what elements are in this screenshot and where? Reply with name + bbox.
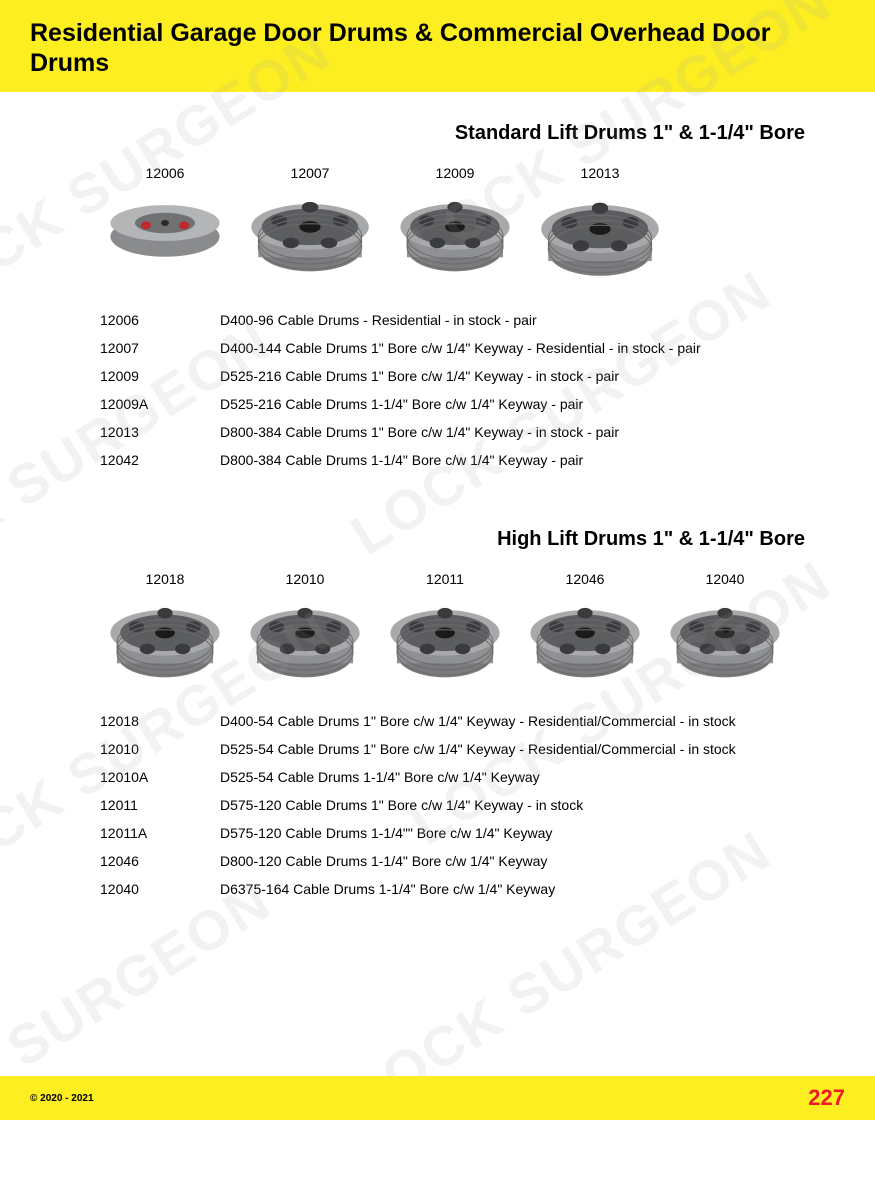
drum-item: 12013 (530, 165, 670, 287)
drum-image (660, 593, 790, 688)
drum-code-label: 12006 (146, 165, 185, 181)
spec-code: 12010A (100, 769, 220, 785)
spec-description: D525-216 Cable Drums 1" Bore c/w 1/4" Ke… (220, 368, 815, 384)
spec-code: 12013 (100, 424, 220, 440)
section1-spec-list: 12006D400-96 Cable Drums - Residential -… (60, 312, 815, 468)
spec-description: D400-144 Cable Drums 1" Bore c/w 1/4" Ke… (220, 340, 815, 356)
drum-image (390, 187, 520, 282)
spec-row: 12040D6375-164 Cable Drums 1-1/4" Bore c… (100, 881, 815, 897)
spec-description: D800-120 Cable Drums 1-1/4" Bore c/w 1/4… (220, 853, 815, 869)
drum-item: 12007 (240, 165, 380, 287)
spec-code: 12046 (100, 853, 220, 869)
spec-description: D400-96 Cable Drums - Residential - in s… (220, 312, 815, 328)
drum-image (240, 593, 370, 688)
spec-description: D575-120 Cable Drums 1-1/4"" Bore c/w 1/… (220, 825, 815, 841)
drum-image (100, 187, 230, 267)
spec-code: 12018 (100, 713, 220, 729)
spec-row: 12007D400-144 Cable Drums 1" Bore c/w 1/… (100, 340, 815, 356)
spec-row: 12010AD525-54 Cable Drums 1-1/4" Bore c/… (100, 769, 815, 785)
section1-drum-row: 12006 12007 12009 12013 (60, 165, 815, 287)
spec-row: 12010D525-54 Cable Drums 1" Bore c/w 1/4… (100, 741, 815, 757)
section2-drum-row: 12018 12010 12011 12046 (60, 571, 815, 688)
page-title: Residential Garage Door Drums & Commerci… (30, 18, 845, 78)
spec-row: 12018D400-54 Cable Drums 1" Bore c/w 1/4… (100, 713, 815, 729)
spec-row: 12013D800-384 Cable Drums 1" Bore c/w 1/… (100, 424, 815, 440)
spec-code: 12009 (100, 368, 220, 384)
spec-row: 12046D800-120 Cable Drums 1-1/4" Bore c/… (100, 853, 815, 869)
spec-description: D525-54 Cable Drums 1" Bore c/w 1/4" Key… (220, 741, 815, 757)
drum-code-label: 12018 (146, 571, 185, 587)
spec-description: D525-216 Cable Drums 1-1/4" Bore c/w 1/4… (220, 396, 815, 412)
spec-code: 12040 (100, 881, 220, 897)
drum-item: 12040 (660, 571, 790, 688)
spec-description: D400-54 Cable Drums 1" Bore c/w 1/4" Key… (220, 713, 815, 729)
drum-code-label: 12013 (581, 165, 620, 181)
spec-description: D6375-164 Cable Drums 1-1/4" Bore c/w 1/… (220, 881, 815, 897)
spec-code: 12006 (100, 312, 220, 328)
spec-row: 12009D525-216 Cable Drums 1" Bore c/w 1/… (100, 368, 815, 384)
spec-description: D800-384 Cable Drums 1" Bore c/w 1/4" Ke… (220, 424, 815, 440)
spec-description: D575-120 Cable Drums 1" Bore c/w 1/4" Ke… (220, 797, 815, 813)
drum-item: 12009 (390, 165, 520, 287)
drum-code-label: 12040 (706, 571, 745, 587)
spec-description: D525-54 Cable Drums 1-1/4" Bore c/w 1/4"… (220, 769, 815, 785)
drum-code-label: 12011 (426, 571, 464, 587)
drum-item: 12018 (100, 571, 230, 688)
drum-image (380, 593, 510, 688)
spec-code: 12011 (100, 797, 220, 813)
spec-description: D800-384 Cable Drums 1-1/4" Bore c/w 1/4… (220, 452, 815, 468)
drum-item: 12010 (240, 571, 370, 688)
spec-row: 12011D575-120 Cable Drums 1" Bore c/w 1/… (100, 797, 815, 813)
drum-code-label: 12010 (286, 571, 325, 587)
drum-item: 12046 (520, 571, 650, 688)
drum-image (240, 187, 380, 282)
spec-code: 12042 (100, 452, 220, 468)
page-number: 227 (808, 1085, 845, 1111)
section2-title: High Lift Drums 1" & 1-1/4" Bore (60, 528, 815, 551)
copyright-text: © 2020 - 2021 (30, 1093, 94, 1104)
spec-code: 12009A (100, 396, 220, 412)
spec-row: 12006D400-96 Cable Drums - Residential -… (100, 312, 815, 328)
section2-spec-list: 12018D400-54 Cable Drums 1" Bore c/w 1/4… (60, 713, 815, 897)
header-bar: Residential Garage Door Drums & Commerci… (0, 0, 875, 92)
drum-code-label: 12007 (291, 165, 330, 181)
drum-code-label: 12046 (566, 571, 605, 587)
spec-row: 12042D800-384 Cable Drums 1-1/4" Bore c/… (100, 452, 815, 468)
drum-code-label: 12009 (436, 165, 475, 181)
drum-image (520, 593, 650, 688)
watermark: LOCK SURGEON (0, 867, 282, 1177)
spec-code: 12010 (100, 741, 220, 757)
drum-image (100, 593, 230, 688)
drum-item: 12006 (100, 165, 230, 287)
drum-item: 12011 (380, 571, 510, 688)
spec-row: 12011AD575-120 Cable Drums 1-1/4"" Bore … (100, 825, 815, 841)
catalog-page: LOCK SURGEON LOCK SURGEON LOCK SURGEON L… (0, 0, 875, 1120)
content-area: Standard Lift Drums 1" & 1-1/4" Bore 120… (0, 92, 875, 897)
spec-code: 12007 (100, 340, 220, 356)
section1-title: Standard Lift Drums 1" & 1-1/4" Bore (60, 122, 815, 145)
drum-image (530, 187, 670, 287)
spec-row: 12009AD525-216 Cable Drums 1-1/4" Bore c… (100, 396, 815, 412)
footer-bar: © 2020 - 2021 227 (0, 1076, 875, 1120)
spec-code: 12011A (100, 825, 220, 841)
